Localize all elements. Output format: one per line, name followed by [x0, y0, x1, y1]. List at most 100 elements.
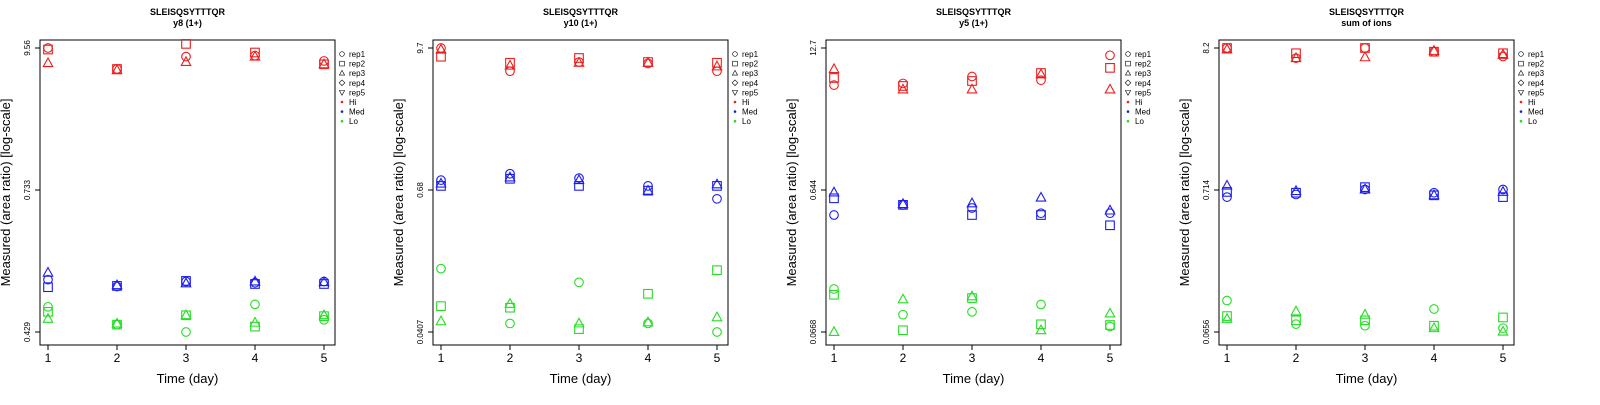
legend-label-hi: Hi	[1528, 98, 1536, 107]
panel-title: SLEISQSYTTTQR	[543, 7, 619, 17]
data-point-lo-rep1	[44, 303, 53, 312]
legend-label-lo: Lo	[1135, 117, 1144, 126]
x-tick-label: 5	[1107, 351, 1114, 365]
x-tick-label: 5	[321, 351, 328, 365]
data-point-hi-rep2	[182, 40, 191, 49]
legend-label-lo: Lo	[742, 117, 751, 126]
data-point-lo-rep2	[899, 326, 908, 335]
x-tick-label: 1	[831, 351, 838, 365]
legend-symbol-rep1	[1519, 52, 1524, 57]
plot-frame	[433, 40, 728, 345]
panel-title: SLEISQSYTTTQR	[150, 7, 226, 17]
data-point-med-rep3	[829, 187, 838, 196]
legend-label-rep1: rep1	[1135, 50, 1152, 59]
data-point-lo-rep1	[968, 308, 977, 317]
panel-subtitle: y10 (1+)	[564, 18, 598, 28]
panel-subtitle: y8 (1+)	[173, 18, 202, 28]
legend-label-rep4: rep4	[349, 79, 366, 88]
legend-symbol-rep5	[339, 91, 344, 96]
y-tick-label: 0.644	[809, 179, 818, 200]
x-tick-label: 3	[1362, 351, 1369, 365]
legend-label-rep3: rep3	[1135, 69, 1152, 78]
data-point-hi-rep3	[1105, 84, 1114, 93]
legend-label-rep5: rep5	[1528, 88, 1545, 97]
data-point-med-rep1	[1223, 193, 1232, 202]
legend-label-rep2: rep2	[349, 60, 366, 69]
legend-symbol-rep3	[732, 70, 737, 75]
data-point-lo-rep1	[830, 285, 839, 294]
x-tick-label: 4	[645, 351, 652, 365]
data-point-hi-rep1	[713, 67, 722, 76]
data-point-hi-rep3	[1036, 69, 1045, 78]
x-tick-label: 4	[1038, 351, 1045, 365]
legend-symbol-rep2	[1519, 61, 1524, 66]
legend-dot-med	[734, 110, 737, 113]
legend-label-rep3: rep3	[742, 69, 759, 78]
legend-symbol-rep3	[1518, 70, 1523, 75]
data-point-lo-rep2	[575, 325, 584, 334]
y-tick-label: 9.7	[416, 42, 425, 54]
x-tick-label: 2	[900, 351, 907, 365]
y-tick-label: 12.7	[809, 40, 818, 56]
data-point-lo-rep2	[1499, 313, 1508, 322]
legend-label-rep4: rep4	[1135, 79, 1152, 88]
data-point-lo-rep1	[713, 328, 722, 337]
x-tick-label: 1	[438, 351, 445, 365]
data-point-lo-rep3	[898, 294, 907, 303]
data-point-lo-rep3	[1360, 310, 1369, 319]
data-point-lo-rep1	[506, 319, 515, 328]
panel-subtitle: y5 (1+)	[959, 18, 988, 28]
data-point-lo-rep3	[436, 316, 445, 325]
legend-dot-lo	[1127, 120, 1130, 123]
data-point-lo-rep1	[1430, 305, 1439, 314]
x-axis-label: Time (day)	[550, 371, 612, 386]
data-point-hi-rep1	[506, 67, 515, 76]
data-point-lo-rep1	[575, 278, 584, 287]
x-tick-label: 5	[714, 351, 721, 365]
y-tick-label: 0.0407	[416, 319, 425, 344]
x-axis-label: Time (day)	[1336, 371, 1398, 386]
data-point-lo-rep2	[437, 302, 446, 311]
legend-label-rep4: rep4	[1528, 79, 1545, 88]
legend-dot-hi	[734, 101, 737, 104]
y-axis-label: Measured (area ratio) [log-scale]	[784, 99, 799, 287]
data-point-hi-rep3	[829, 64, 838, 73]
data-point-lo-rep3	[829, 327, 838, 336]
data-point-lo-rep1	[182, 328, 191, 337]
data-point-lo-rep3	[574, 318, 583, 327]
x-tick-label: 4	[1431, 351, 1438, 365]
legend-label-lo: Lo	[1528, 117, 1537, 126]
legend-dot-med	[1520, 110, 1523, 113]
legend-label-rep2: rep2	[1135, 60, 1152, 69]
data-point-med-rep2	[1106, 221, 1115, 230]
plot-frame	[40, 40, 335, 345]
data-point-med-rep1	[830, 211, 839, 220]
legend-label-rep3: rep3	[1528, 69, 1545, 78]
data-point-lo-rep1	[1037, 300, 1046, 309]
legend-label-med: Med	[1528, 108, 1544, 117]
legend-label-rep1: rep1	[1528, 50, 1545, 59]
legend-dot-med	[1127, 110, 1130, 113]
legend-symbol-rep2	[340, 61, 345, 66]
panel-4: SLEISQSYTTTQRsum of ions1 2 3 4 5Time (day)0…	[1177, 7, 1545, 386]
legend-label-rep2: rep2	[742, 60, 759, 69]
data-point-lo-rep3	[712, 312, 721, 321]
x-tick-label: 1	[45, 351, 52, 365]
legend-symbol-rep1	[1126, 52, 1131, 57]
legend-dot-med	[341, 110, 344, 113]
legend-symbol-rep2	[733, 61, 738, 66]
y-tick-label: 0.0656	[1202, 319, 1211, 344]
y-tick-label: 0.714	[1202, 179, 1211, 200]
legend-label-lo: Lo	[349, 117, 358, 126]
legend-symbol-rep4	[1125, 80, 1131, 86]
x-tick-label: 2	[1293, 351, 1300, 365]
legend-dot-lo	[734, 120, 737, 123]
legend-symbol-rep3	[339, 70, 344, 75]
data-point-lo-rep1	[437, 264, 446, 273]
x-tick-label: 1	[1224, 351, 1231, 365]
y-tick-label: 0.0668	[809, 319, 818, 344]
x-axis-label: Time (day)	[157, 371, 219, 386]
data-point-lo-rep3	[1222, 314, 1231, 323]
